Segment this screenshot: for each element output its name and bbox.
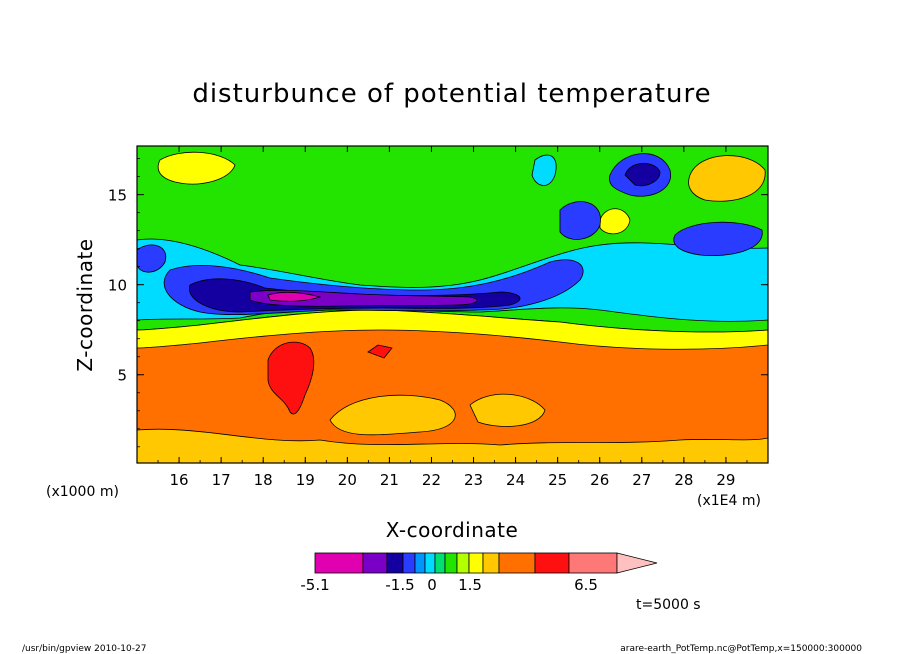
colorbar-label: 1.5 bbox=[458, 576, 482, 594]
x-tick-label: 17 bbox=[212, 471, 231, 489]
x-tick-label: 29 bbox=[716, 471, 735, 489]
colorbar-bin bbox=[434, 552, 446, 574]
x-tick-label: 20 bbox=[338, 471, 357, 489]
colorbar-label: 6.5 bbox=[574, 576, 598, 594]
x-tick-label: 28 bbox=[674, 471, 693, 489]
x-tick-label: 26 bbox=[590, 471, 609, 489]
footer-right: arare-earth_PotTemp.nc@PotTemp,x=150000:… bbox=[620, 644, 862, 654]
colorbar-bin bbox=[414, 552, 426, 574]
field-low-blob-1 bbox=[329, 394, 456, 436]
y-axis: 5 10 15 bbox=[108, 158, 768, 448]
footer-left: /usr/bin/gpview 2010-10-27 bbox=[22, 644, 146, 654]
colorbar bbox=[314, 552, 658, 574]
field-upper-blue-3 bbox=[559, 201, 601, 240]
x-tick-label: 24 bbox=[506, 471, 525, 489]
x-tick-label: 22 bbox=[422, 471, 441, 489]
colorbar-bin bbox=[456, 552, 470, 574]
colorbar-bin bbox=[362, 552, 388, 574]
colorbar-label: -5.1 bbox=[300, 576, 329, 594]
x-tick-label: 19 bbox=[296, 471, 315, 489]
field-upper-yellow-1 bbox=[599, 208, 631, 235]
colorbar-bin-arrow bbox=[616, 552, 658, 574]
colorbar-bin bbox=[402, 552, 416, 574]
field-red-blob bbox=[267, 341, 315, 415]
x-axis: 16 17 18 19 20 21 22 23 24 25 26 27 28 29 bbox=[136, 146, 769, 489]
colorbar-bin bbox=[424, 552, 436, 574]
colorbar-bin bbox=[498, 552, 536, 574]
x-unit-right: (x1E4 m) bbox=[697, 493, 761, 509]
field-magenta-core bbox=[267, 291, 322, 302]
field-yellow-band bbox=[137, 309, 768, 350]
field-upper-yellow-2 bbox=[157, 151, 236, 185]
y-tick-label: 5 bbox=[117, 367, 127, 385]
colorbar-bin bbox=[386, 552, 404, 574]
chart-title: disturbunce of potential temperature bbox=[192, 79, 711, 109]
contour-field bbox=[137, 146, 768, 463]
x-tick-label: 27 bbox=[632, 471, 651, 489]
field-upper-navy-1 bbox=[624, 162, 661, 187]
field-upper-cyan-1 bbox=[531, 154, 557, 186]
colorbar-bin bbox=[468, 552, 484, 574]
x-axis-label: X-coordinate bbox=[386, 518, 519, 542]
y-tick-label: 15 bbox=[108, 187, 127, 205]
colorbar-labels: -5.1 -1.5 0 1.5 6.5 bbox=[300, 576, 598, 594]
colorbar-bin bbox=[444, 552, 458, 574]
field-left-blue bbox=[137, 244, 167, 273]
colorbar-label: 0 bbox=[427, 576, 437, 594]
field-low-yellow bbox=[137, 428, 768, 463]
colorbar-bin bbox=[534, 552, 570, 574]
colorbar-label: -1.5 bbox=[385, 576, 414, 594]
field-upper-blue-2 bbox=[673, 221, 763, 256]
x-tick-label: 21 bbox=[380, 471, 399, 489]
time-label: t=5000 s bbox=[636, 597, 701, 613]
y-tick-label: 10 bbox=[108, 277, 127, 295]
x-tick-label: 18 bbox=[254, 471, 273, 489]
x-tick-label: 16 bbox=[170, 471, 189, 489]
colorbar-bin bbox=[314, 552, 364, 574]
x-tick-label: 23 bbox=[464, 471, 483, 489]
colorbar-bin bbox=[568, 552, 618, 574]
field-red-spot bbox=[367, 344, 393, 359]
colorbar-bin bbox=[482, 552, 500, 574]
x-unit-left: (x1000 m) bbox=[46, 484, 119, 500]
x-tick-label: 25 bbox=[548, 471, 567, 489]
y-axis-label: Z-coordinate bbox=[73, 238, 97, 371]
field-low-blob-2 bbox=[469, 393, 546, 427]
field-upper-orange bbox=[688, 155, 766, 202]
